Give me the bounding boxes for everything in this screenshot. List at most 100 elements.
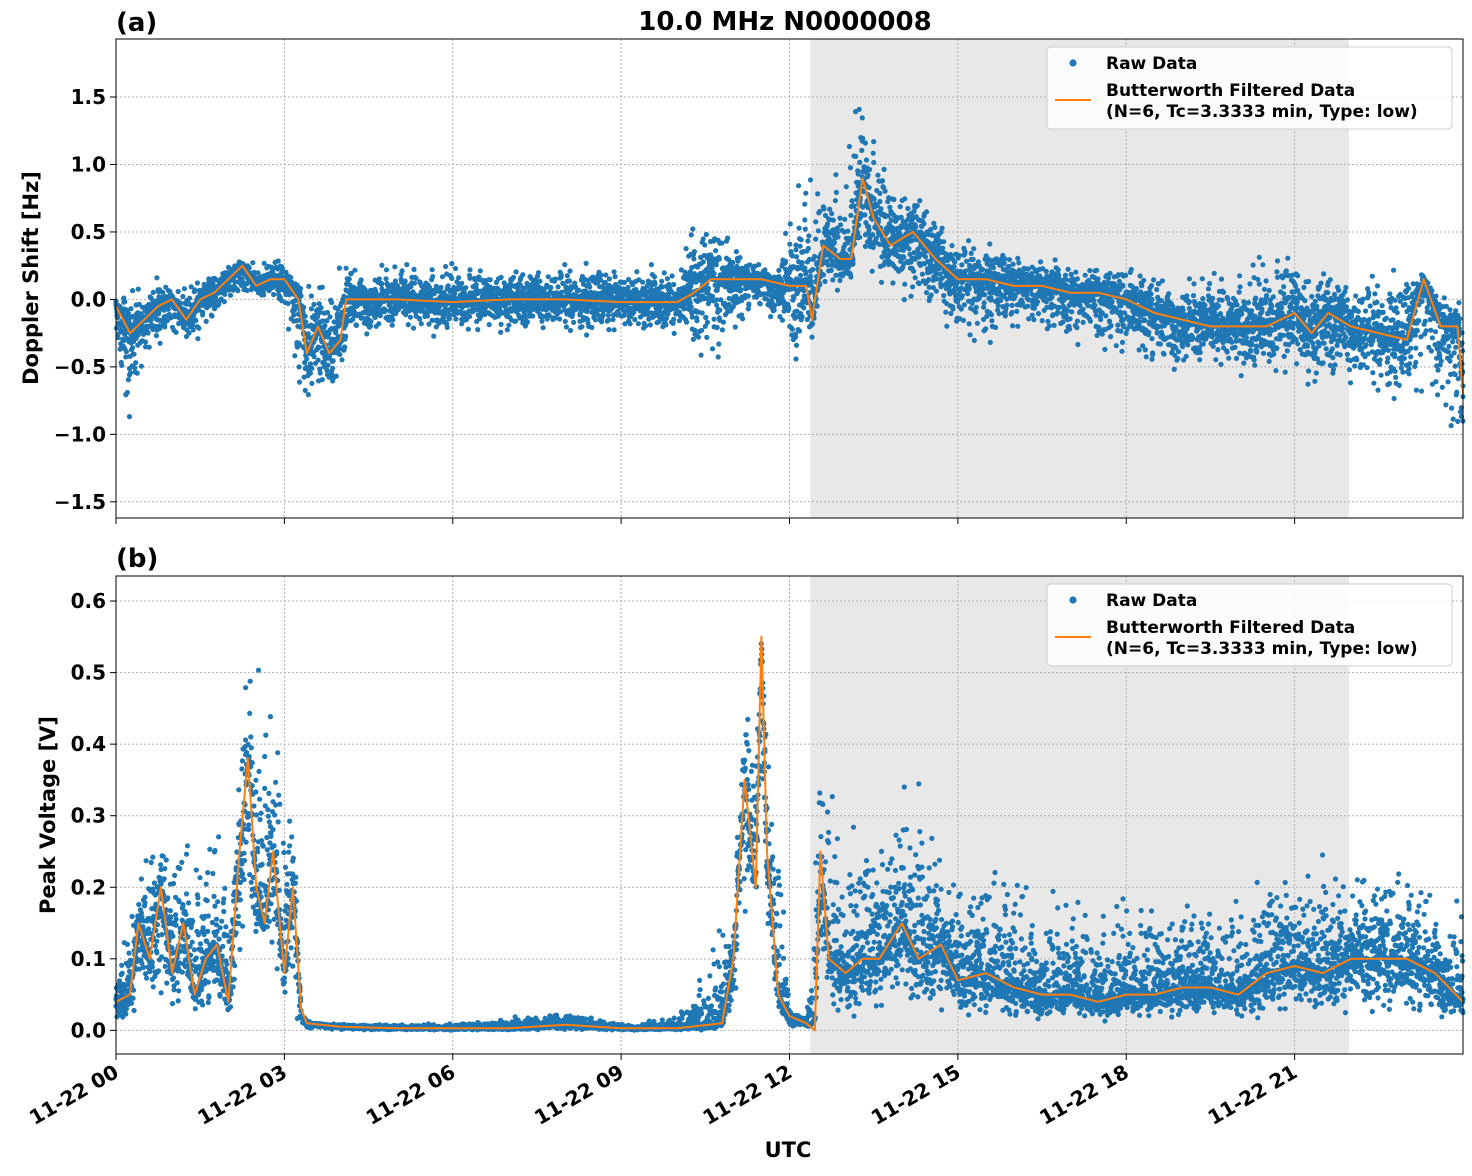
- raw-data-point: [311, 354, 316, 359]
- raw-data-point: [893, 248, 898, 253]
- raw-data-point: [716, 354, 721, 359]
- raw-data-point: [689, 305, 694, 310]
- raw-data-point: [957, 253, 962, 258]
- raw-data-point: [926, 277, 931, 282]
- raw-data-point: [122, 299, 127, 304]
- raw-data-point: [235, 288, 240, 293]
- raw-data-point: [126, 377, 131, 382]
- raw-data-point: [944, 324, 949, 329]
- raw-data-point: [923, 254, 928, 259]
- raw-data-point: [250, 260, 255, 265]
- raw-data-point: [613, 274, 618, 279]
- raw-data-point: [419, 321, 424, 326]
- raw-data-point: [306, 392, 311, 397]
- raw-data-point: [677, 318, 682, 323]
- raw-data-point: [406, 322, 411, 327]
- raw-data-point: [955, 299, 960, 304]
- raw-data-point: [292, 353, 297, 358]
- raw-data-point: [838, 222, 843, 227]
- raw-data-point: [798, 244, 803, 249]
- raw-data-point: [848, 213, 853, 218]
- raw-data-point: [337, 266, 342, 271]
- raw-data-point: [737, 255, 742, 260]
- raw-data-point: [125, 390, 130, 395]
- raw-data-point: [783, 259, 788, 264]
- raw-data-point: [626, 285, 631, 290]
- raw-data-point: [911, 269, 916, 274]
- raw-data-point: [973, 310, 978, 315]
- raw-data-point: [124, 349, 129, 354]
- raw-data-point: [467, 267, 472, 272]
- raw-data-point: [967, 321, 972, 326]
- raw-data-point: [303, 388, 308, 393]
- raw-data-point: [564, 324, 569, 329]
- raw-data-point: [174, 330, 179, 335]
- raw-data-point: [505, 327, 510, 332]
- raw-data-point: [587, 284, 592, 289]
- raw-data-point: [797, 226, 802, 231]
- raw-data-point: [794, 254, 799, 259]
- raw-data-point: [368, 319, 373, 324]
- raw-data-point: [864, 157, 869, 162]
- raw-data-point: [671, 317, 676, 322]
- raw-data-point: [301, 305, 306, 310]
- raw-data-point: [800, 260, 805, 265]
- raw-data-point: [622, 280, 627, 285]
- raw-data-point: [568, 328, 573, 333]
- raw-data-point: [390, 317, 395, 322]
- raw-data-point: [133, 360, 138, 365]
- raw-data-point: [271, 292, 276, 297]
- raw-data-point: [717, 308, 722, 313]
- raw-data-point: [877, 199, 882, 204]
- raw-data-point: [634, 269, 639, 274]
- raw-data-point: [964, 259, 969, 264]
- raw-data-point: [337, 352, 342, 357]
- raw-data-point: [579, 324, 584, 329]
- raw-data-point: [599, 273, 604, 278]
- raw-data-point: [716, 341, 721, 346]
- raw-data-point: [308, 371, 313, 376]
- raw-data-point: [298, 293, 303, 298]
- raw-data-point: [368, 324, 373, 329]
- raw-data-point: [466, 327, 471, 332]
- raw-data-point: [862, 212, 867, 217]
- raw-data-point: [404, 262, 409, 267]
- raw-data-point: [297, 380, 302, 385]
- raw-data-point: [463, 285, 468, 290]
- raw-data-point: [867, 227, 872, 232]
- raw-data-point: [949, 243, 954, 248]
- raw-data-point: [832, 240, 837, 245]
- raw-data-point: [537, 279, 542, 284]
- raw-data-point: [148, 318, 153, 323]
- raw-data-point: [803, 227, 808, 232]
- raw-data-point: [701, 259, 706, 264]
- raw-data-point: [833, 198, 838, 203]
- raw-data-point: [449, 261, 454, 266]
- raw-data-point: [712, 317, 717, 322]
- raw-data-point: [793, 332, 798, 337]
- raw-data-point: [913, 275, 918, 280]
- raw-data-point: [822, 279, 827, 284]
- raw-data-point: [738, 287, 743, 292]
- raw-data-point: [857, 107, 862, 112]
- raw-data-point: [788, 221, 793, 226]
- raw-data-point: [902, 297, 907, 302]
- raw-data-point: [783, 231, 788, 236]
- raw-data-point: [913, 225, 918, 230]
- raw-data-point: [844, 184, 849, 189]
- raw-data-point: [786, 307, 791, 312]
- raw-data-point: [652, 274, 657, 279]
- raw-data-point: [187, 296, 192, 301]
- raw-data-point: [878, 206, 883, 211]
- raw-data-point: [806, 246, 811, 251]
- raw-data-point: [806, 233, 811, 238]
- raw-data-point: [802, 217, 807, 222]
- raw-data-point: [891, 197, 896, 202]
- raw-data-point: [327, 314, 332, 319]
- raw-data-point: [162, 324, 167, 329]
- raw-data-point: [309, 381, 314, 386]
- raw-data-point: [672, 331, 677, 336]
- raw-data-point: [329, 300, 334, 305]
- raw-data-point: [612, 327, 617, 332]
- raw-data-point: [867, 185, 872, 190]
